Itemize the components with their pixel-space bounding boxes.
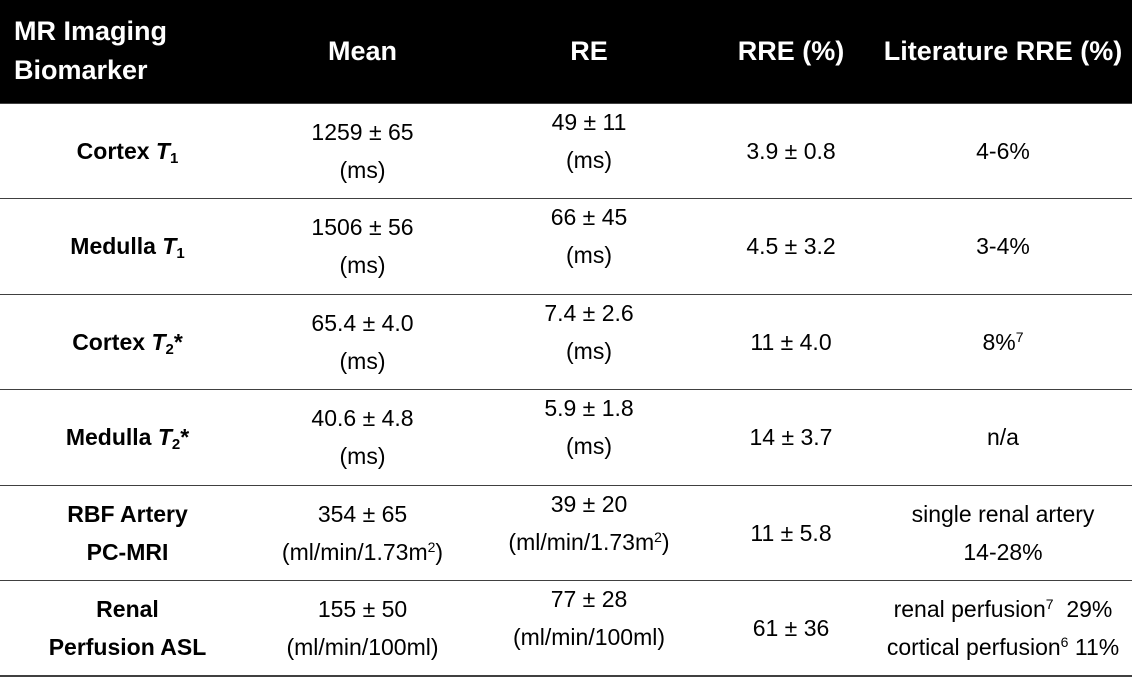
re-value: 66 ± 45 bbox=[550, 204, 628, 231]
biomarker-name: Medulla T1 bbox=[0, 198, 255, 294]
re-cell: 66 ± 45 (ms) bbox=[470, 198, 708, 294]
rre-cell: 14 ± 3.7 bbox=[708, 389, 874, 485]
mean-cell: 65.4 ± 4.0 (ms) bbox=[255, 293, 470, 390]
table-row: RBF Artery PC-MRI 354 ± 65 (ml/min/1.73m2)… bbox=[0, 484, 1132, 581]
biomarker-name: Cortex T2* bbox=[0, 293, 255, 390]
table-row: Renal Perfusion ASL 155 ± 50 (ml/min/100ml… bbox=[0, 580, 1132, 677]
mean-value: 1506 ± 56 bbox=[311, 214, 414, 241]
literature-cell: single renal artery 14-28% bbox=[874, 484, 1132, 581]
literature-cell: 8%7 bbox=[874, 293, 1132, 390]
mean-value: 1259 ± 65 bbox=[311, 118, 414, 145]
re-unit: (ms) bbox=[566, 146, 612, 173]
mean-unit: (ms) bbox=[339, 347, 386, 374]
re-unit: (ms) bbox=[566, 433, 612, 460]
reference-superscript: 7 bbox=[1015, 328, 1024, 345]
mean-cell: 1259 ± 65 (ms) bbox=[255, 102, 470, 199]
re-unit: (ml/min/1.73m2) bbox=[508, 528, 670, 555]
mean-cell: 155 ± 50 (ml/min/100ml) bbox=[255, 580, 470, 677]
rre-cell: 4.5 ± 3.2 bbox=[708, 198, 874, 294]
rre-cell: 11 ± 5.8 bbox=[708, 484, 874, 581]
literature-cell: n/a bbox=[874, 389, 1132, 485]
mean-value: 155 ± 50 bbox=[317, 596, 408, 622]
re-unit: (ms) bbox=[566, 337, 612, 364]
mean-cell: 354 ± 65 (ml/min/1.73m2) bbox=[255, 484, 470, 581]
biomarker-name: Medulla T2* bbox=[0, 389, 255, 485]
rre-cell: 61 ± 36 bbox=[708, 580, 874, 677]
reference-superscript: 6 bbox=[1060, 634, 1069, 650]
mean-value: 65.4 ± 4.0 bbox=[311, 309, 414, 336]
biomarker-name: Cortex T1 bbox=[0, 102, 255, 199]
table-row: Medulla T1 1506 ± 56 (ms) 66 ± 45 (ms) 4.5… bbox=[0, 198, 1132, 294]
mean-unit: (ms) bbox=[339, 443, 386, 470]
re-cell: 5.9 ± 1.8 (ms) bbox=[470, 389, 708, 485]
mean-value: 40.6 ± 4.8 bbox=[311, 405, 414, 432]
table-row: Medulla T2* 40.6 ± 4.8 (ms) 5.9 ± 1.8 (ms)… bbox=[0, 389, 1132, 485]
table-header: MR Imaging Biomarker Mean RE RRE (%) Lit… bbox=[0, 0, 1132, 103]
re-value: 77 ± 28 bbox=[550, 586, 628, 612]
mean-cell: 1506 ± 56 (ms) bbox=[255, 198, 470, 294]
header-row: MR Imaging Biomarker Mean RE RRE (%) Lit… bbox=[0, 0, 1132, 103]
re-value: 49 ± 11 bbox=[551, 108, 627, 135]
table-row: Cortex T1 1259 ± 65 (ms) 49 ± 11 (ms) 3.9 … bbox=[0, 102, 1132, 199]
biomarker-name: Renal Perfusion ASL bbox=[0, 580, 255, 677]
literature-cell: renal perfusion7 29% cortical perfusion6… bbox=[874, 580, 1132, 677]
mean-unit: (ml/min/1.73m2) bbox=[281, 538, 444, 565]
re-value: 5.9 ± 1.8 bbox=[544, 395, 634, 422]
biomarker-name: RBF Artery PC-MRI bbox=[0, 484, 255, 581]
mean-unit: (ms) bbox=[339, 156, 386, 183]
literature-cell: 3-4% bbox=[874, 198, 1132, 294]
literature-cell: 4-6% bbox=[874, 102, 1132, 199]
re-cell: 7.4 ± 2.6 (ms) bbox=[470, 293, 708, 390]
mean-unit: (ms) bbox=[339, 252, 386, 279]
header-literature: Literature RRE (%) bbox=[883, 35, 1123, 66]
header-biomarker: MR Imaging Biomarker bbox=[14, 16, 167, 86]
re-cell: 49 ± 11 (ms) bbox=[470, 102, 708, 199]
rre-cell: 11 ± 4.0 bbox=[708, 293, 874, 390]
re-unit: (ms) bbox=[566, 242, 612, 269]
mean-unit: (ml/min/100ml) bbox=[286, 634, 439, 660]
reference-superscript: 7 bbox=[1045, 596, 1054, 612]
re-cell: 39 ± 20 (ml/min/1.73m2) bbox=[470, 484, 708, 581]
mean-cell: 40.6 ± 4.8 (ms) bbox=[255, 389, 470, 485]
rre-cell: 3.9 ± 0.8 bbox=[708, 102, 874, 199]
mean-value: 354 ± 65 bbox=[317, 500, 408, 527]
re-value: 7.4 ± 2.6 bbox=[544, 299, 634, 326]
header-re: RE bbox=[570, 35, 608, 66]
table-row: Cortex T2* 65.4 ± 4.0 (ms) 7.4 ± 2.6 (ms) … bbox=[0, 293, 1132, 390]
re-value: 39 ± 20 bbox=[550, 490, 628, 517]
header-rre: RRE (%) bbox=[737, 35, 845, 66]
header-mean: Mean bbox=[327, 35, 398, 66]
re-unit: (ml/min/100ml) bbox=[512, 624, 666, 650]
re-cell: 77 ± 28 (ml/min/100ml) bbox=[470, 580, 708, 677]
